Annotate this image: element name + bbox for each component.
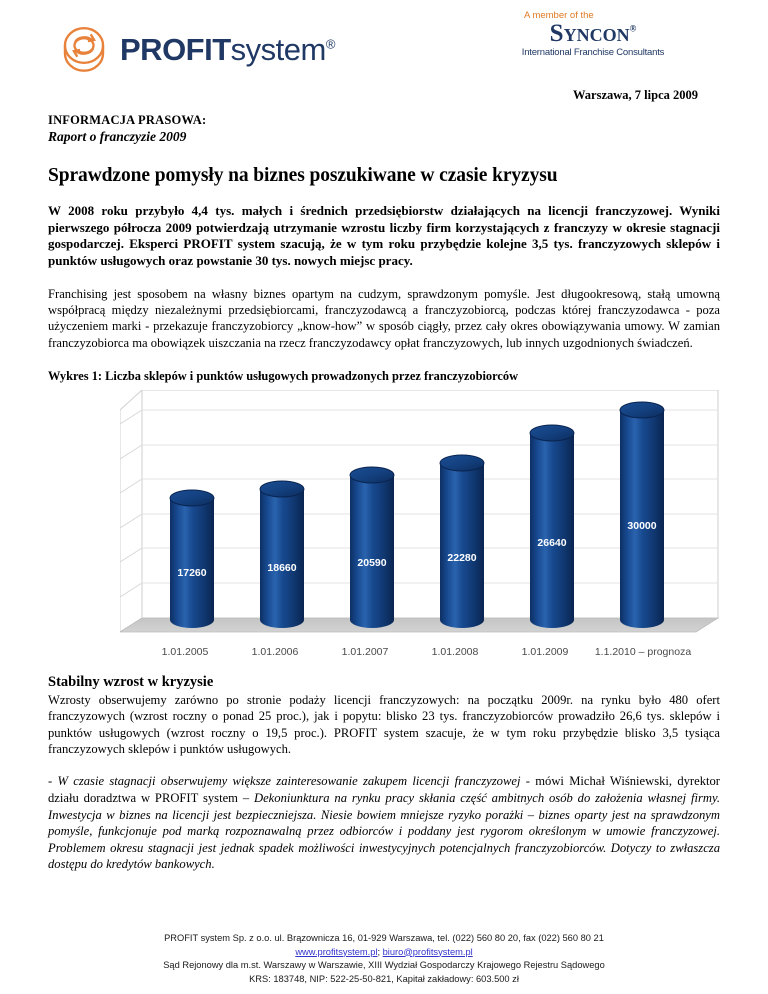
quote-dash: - (48, 774, 58, 789)
bar-2009: 26640 (529, 424, 575, 628)
paragraph-growth: Wzrosty obserwujemy zarówno po stronie p… (48, 692, 720, 757)
chart-wall-ticks (120, 409, 143, 633)
syncon-initial: S (549, 20, 564, 47)
quote-attribution: - mówi Michał Wiśniewski, dyrektor dział… (48, 774, 720, 805)
bar-label-2010: 30000 (627, 520, 656, 532)
bar-2005: 17260 (169, 489, 215, 628)
quote-italic-second: Dekoniunktura na rynku pracy skłania czę… (48, 790, 720, 872)
chart-x-axis-labels: 1.01.2005 1.01.2006 1.01.2007 1.01.2008 … (120, 646, 740, 666)
syncon-tagline: International Franchise Consultants (521, 47, 665, 59)
footer-email-link[interactable]: biuro@profitsystem.pl (382, 946, 473, 957)
figure-caption: Wykres 1: Liczba sklepów i punktów usług… (48, 368, 519, 383)
report-subtitle: Raport o franczyzie 2009 (48, 129, 187, 144)
paragraph-franchising: Franchising jest sposobem na własny bizn… (48, 286, 720, 350)
bar-label-2006: 18660 (267, 562, 296, 574)
profit-circular-arrows-icon (63, 26, 105, 72)
x-label-2009: 1.01.2009 (521, 645, 569, 658)
x-label-2010: 1.1.2010 – prognoza (594, 645, 692, 658)
bar-label-2007: 20590 (357, 557, 386, 569)
x-label-2008: 1.01.2008 (431, 645, 479, 658)
footer-court-line: Sąd Rejonowy dla m.st. Warszawy w Warsza… (163, 960, 605, 971)
bar-label-2008: 22280 (447, 552, 476, 564)
page-footer: PROFIT system Sp. z o.o. ul. Brązownicza… (0, 932, 768, 986)
bar-label-2005: 17260 (177, 567, 206, 579)
footer-krs-line: KRS: 183748, NIP: 522-25-50-821, Kapitał… (249, 973, 519, 984)
footer-company-line: PROFIT system Sp. z o.o. ul. Brązownicza… (164, 933, 604, 944)
page-header: PROFITsystem® A member of the SYNCON® In… (48, 0, 720, 82)
bar-label-2009: 26640 (537, 537, 566, 549)
quote-italic-first: W czasie stagnacji obserwujemy większe z… (57, 774, 521, 789)
footer-links-line: www.profitsystem.pl; biuro@profitsystem.… (0, 946, 768, 959)
press-release-kicker: INFORMACJA PRASOWA: (48, 113, 207, 127)
x-label-2007: 1.01.2007 (341, 645, 389, 658)
syncon-logo: A member of the SYNCON® International Fr… (490, 10, 696, 58)
syncon-wordmark: SYNCON® (490, 20, 696, 47)
syncon-rest: YNCON (563, 25, 630, 45)
profit-system-logo: PROFITsystem® (56, 22, 335, 78)
x-label-2006: 1.01.2006 (251, 645, 299, 658)
footer-website-link[interactable]: www.profitsystem.pl (295, 946, 378, 957)
chart-left-wall (120, 389, 143, 633)
registered-mark: ® (325, 36, 336, 52)
bar-2010-forecast: 30000 (619, 401, 665, 628)
syncon-registered-mark: ® (629, 23, 637, 34)
dateline: Warszawa, 7 lipca 2009 (573, 88, 698, 102)
syncon-member-label: A member of the (524, 10, 594, 21)
brand-primary: PROFIT (120, 32, 231, 67)
brand-secondary: system (230, 32, 327, 67)
lead-paragraph: W 2008 roku przybyło 4,4 tys. małych i ś… (48, 203, 720, 268)
bar-2006: 18660 (259, 480, 305, 628)
page-title: Sprawdzone pomysły na biznes poszukiwane… (48, 165, 558, 186)
section-heading-stable-growth: Stabilny wzrost w kryzysie (48, 673, 214, 690)
x-label-2005: 1.01.2005 (161, 645, 209, 658)
bar-2007: 20590 (349, 466, 395, 628)
bar-chart-3d: 0 5000 10000 15000 20000 25000 30000 172… (120, 389, 720, 633)
bar-2008: 22280 (439, 454, 485, 628)
paragraph-quote: - W czasie stagnacji obserwujemy większe… (48, 773, 720, 873)
footer-link-separator: ; (377, 946, 383, 957)
chart-figure-1: 0 5000 10000 15000 20000 25000 30000 172… (120, 389, 740, 670)
profit-system-wordmark: PROFITsystem® (120, 32, 335, 68)
